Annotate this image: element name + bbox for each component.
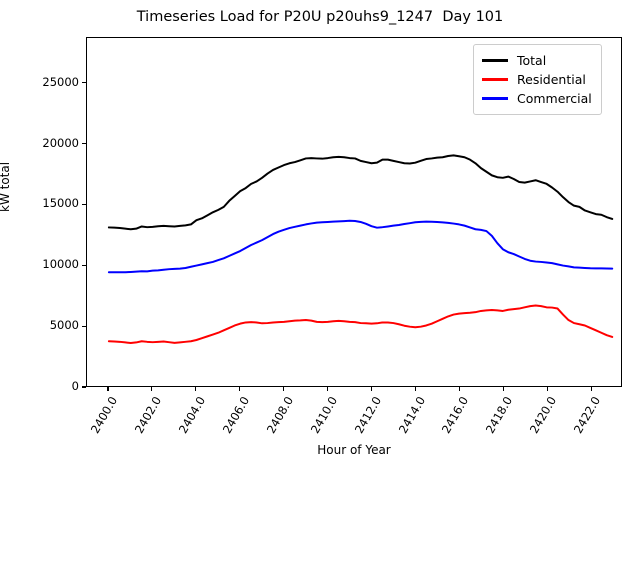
x-tick-mark — [151, 387, 153, 391]
x-tick-mark — [107, 387, 109, 391]
y-tick-label: 20000 — [42, 135, 79, 150]
x-tick-mark — [283, 387, 285, 391]
legend-label: Total — [517, 53, 547, 68]
legend-label: Commercial — [517, 91, 592, 106]
y-tick-label: 25000 — [42, 74, 79, 89]
x-tick-mark — [327, 387, 329, 391]
x-tick-mark — [502, 387, 504, 391]
y-tick-label: 10000 — [42, 257, 79, 272]
x-axis-label: Hour of Year — [317, 443, 391, 457]
y-tick-mark — [82, 82, 86, 84]
x-tick-mark — [546, 387, 548, 391]
y-tick-mark — [82, 325, 86, 327]
legend-swatch-residential — [482, 78, 508, 81]
chart-legend: Total Residential Commercial — [473, 44, 602, 115]
series-line-total — [107, 154, 614, 231]
series-line-commercial — [107, 219, 614, 274]
legend-label: Residential — [517, 72, 586, 87]
y-tick-mark — [82, 264, 86, 266]
legend-swatch-total — [482, 59, 508, 62]
plot-lines — [107, 154, 614, 345]
y-tick-label: 5000 — [49, 318, 79, 333]
series-line-residential — [107, 304, 614, 345]
x-tick-mark — [414, 387, 417, 391]
chart-title: Timeseries Load for P20U p20uhs9_1247 Da… — [136, 9, 504, 25]
legend-entry: Commercial — [482, 89, 592, 108]
y-axis-label: kW total — [0, 161, 12, 212]
y-tick-label: 15000 — [42, 196, 79, 211]
x-tick-mark — [370, 387, 373, 391]
x-tick-mark — [195, 387, 197, 391]
x-tick-mark — [458, 387, 461, 391]
y-tick-mark — [82, 386, 86, 388]
chart-figure: Timeseries Load for P20U p20uhs9_1247 Da… — [0, 9, 622, 457]
y-tick-mark — [82, 142, 86, 145]
x-tick-mark — [590, 387, 592, 391]
legend-entry: Residential — [482, 70, 592, 89]
x-tick-mark — [239, 387, 241, 391]
y-tick-label: 0 — [71, 379, 79, 393]
y-tick-mark — [82, 203, 86, 205]
legend-entry: Total — [482, 51, 592, 70]
legend-swatch-commercial — [482, 97, 508, 100]
